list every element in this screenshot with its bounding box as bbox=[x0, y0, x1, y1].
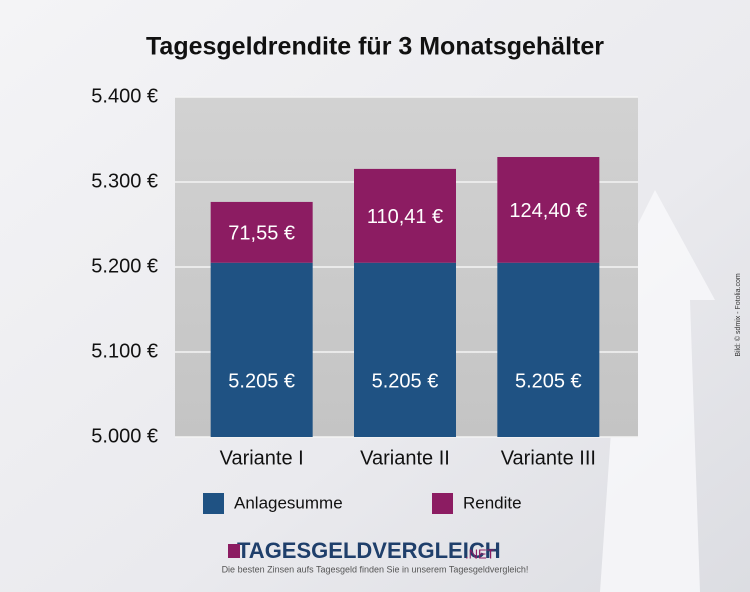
bar-segment bbox=[497, 157, 600, 263]
brand-suffix: .NET bbox=[465, 546, 495, 561]
value-label: 5.205 € bbox=[515, 370, 582, 392]
credit: Bild: © sdmix - Fotolia.com bbox=[734, 273, 742, 357]
bar-segment bbox=[210, 201, 313, 263]
value-label: 5.205 € bbox=[372, 370, 439, 392]
legend-swatch bbox=[203, 493, 224, 514]
tagline: Die besten Zinsen aufs Tagesgeld finden … bbox=[222, 564, 529, 574]
y-tick-label: 5.000 € bbox=[91, 425, 158, 447]
legend-label: Anlagesumme bbox=[234, 493, 343, 512]
brand-icon bbox=[228, 544, 240, 558]
bar-segment bbox=[354, 262, 456, 437]
y-tick-label: 5.300 € bbox=[91, 170, 158, 192]
y-tick-label: 5.200 € bbox=[91, 255, 158, 277]
value-label: 110,41 € bbox=[367, 206, 443, 228]
x-tick-label: Variante III bbox=[501, 447, 596, 469]
y-tick-label: 5.100 € bbox=[91, 340, 158, 362]
value-label: 71,55 € bbox=[228, 223, 295, 245]
bar-segment bbox=[210, 262, 313, 437]
legend-swatch bbox=[432, 493, 453, 514]
x-tick-label: Variante I bbox=[220, 447, 304, 469]
x-tick-label: Variante II bbox=[360, 447, 450, 469]
chart-title: Tagesgeldrendite für 3 Monatsgehälter bbox=[146, 33, 604, 61]
y-tick-label: 5.400 € bbox=[91, 85, 158, 107]
brand: TAGESGELDVERGLEICH bbox=[237, 538, 501, 563]
bar-segment bbox=[354, 168, 456, 263]
value-label: 5.205 € bbox=[228, 370, 295, 392]
legend-label: Rendite bbox=[463, 493, 522, 512]
value-label: 124,40 € bbox=[509, 200, 587, 222]
bar-segment bbox=[497, 262, 600, 437]
